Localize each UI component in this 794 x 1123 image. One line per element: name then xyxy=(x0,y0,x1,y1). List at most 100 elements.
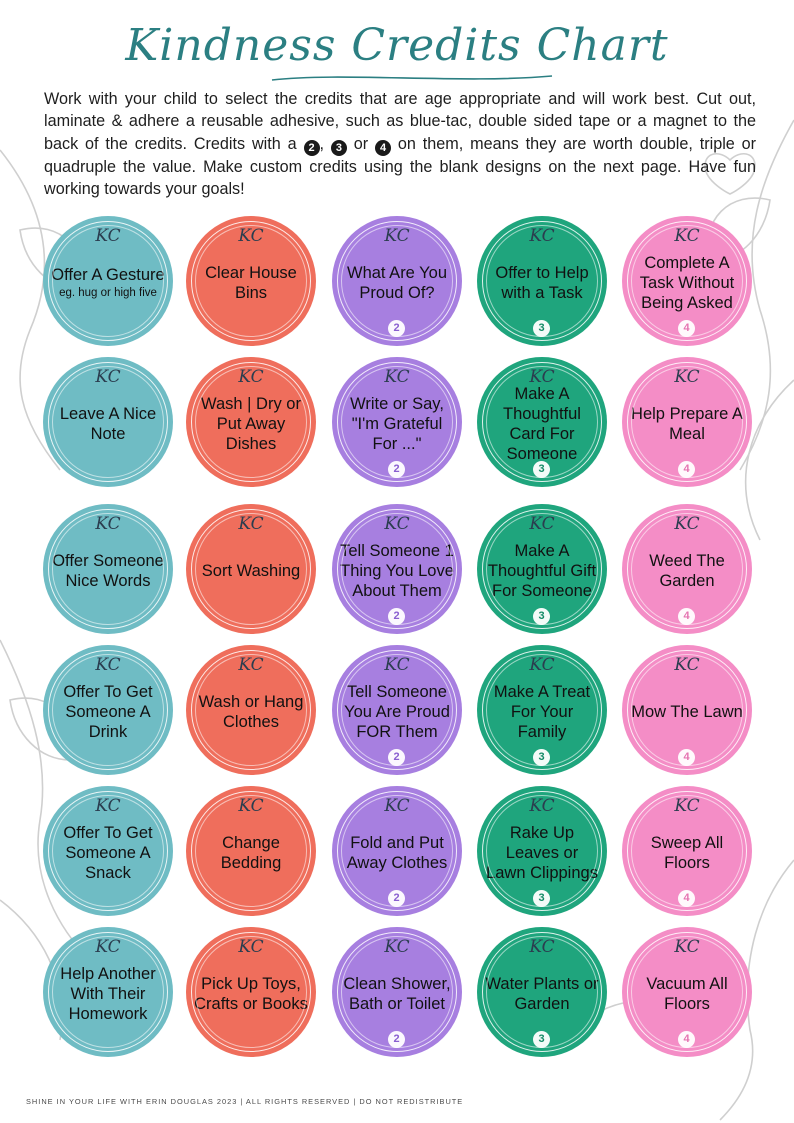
credit-text: Weed The Garden xyxy=(649,552,725,590)
credit-label: Offer To Get Someone A Snack xyxy=(51,814,165,892)
credit-value-badge: 3 xyxy=(533,749,550,766)
credit-text: Help Another With Their Homework xyxy=(60,965,156,1023)
intro-separator: , xyxy=(319,134,325,153)
credit-text: Rake Up Leaves or Lawn Clippings xyxy=(486,824,598,882)
credit-circle: KC What Are You Proud Of? 2 xyxy=(332,216,462,346)
kc-mark: KC xyxy=(238,367,264,387)
credit-text: Water Plants or Garden xyxy=(485,975,599,1013)
credit-text: Tell Someone 1 Thing You Love About Them xyxy=(340,542,454,600)
credit-text: Fold and Put Away Clothes xyxy=(346,834,448,872)
credit-text: Help Prepare A Meal xyxy=(631,405,743,443)
credit-circle: KC Help Prepare A Meal 4 xyxy=(622,357,752,487)
kc-mark: KC xyxy=(529,655,555,675)
kc-mark: KC xyxy=(238,514,264,534)
credit-circle: KC Rake Up Leaves or Lawn Clippings 3 xyxy=(477,786,607,916)
kc-mark: KC xyxy=(529,514,555,534)
kc-mark: KC xyxy=(384,514,410,534)
kc-mark: KC xyxy=(529,796,555,816)
credit-circle: KC Water Plants or Garden 3 xyxy=(477,927,607,1057)
credit-circle: KC Weed The Garden 4 xyxy=(622,504,752,634)
kc-mark: KC xyxy=(238,226,264,246)
credit-text: Clear House Bins xyxy=(205,264,297,302)
credit-value-badge: 4 xyxy=(678,749,695,766)
credit-label: Help Prepare A Meal xyxy=(630,385,744,463)
kc-mark: KC xyxy=(238,937,264,957)
credit-label: Offer To Get Someone A Drink xyxy=(51,673,165,751)
kc-mark: KC xyxy=(95,937,121,957)
kc-mark: KC xyxy=(674,514,700,534)
badge-double: 2 xyxy=(303,139,320,156)
credit-text: Change Bedding xyxy=(220,834,282,872)
credit-text: Sort Washing xyxy=(201,562,301,580)
credit-label: Help Another With Their Homework xyxy=(51,955,165,1033)
credit-label: Mow The Lawn xyxy=(630,673,744,751)
kc-mark: KC xyxy=(674,937,700,957)
credit-value-badge: 4 xyxy=(678,320,695,337)
credit-text: Make A Thoughtful Gift For Someone xyxy=(487,542,597,600)
credit-label: What Are You Proud Of? xyxy=(340,244,454,322)
credit-label: Wash | Dry or Put Away Dishes xyxy=(194,385,308,463)
title-flourish xyxy=(271,75,553,81)
credit-value-badge: 2 xyxy=(388,1031,405,1048)
credit-label: Weed The Garden xyxy=(630,532,744,610)
intro-text: Work with your child to select the credi… xyxy=(44,90,756,153)
credit-label: Tell Someone 1 Thing You Love About Them xyxy=(340,532,454,610)
credit-circle: KC Mow The Lawn 4 xyxy=(622,645,752,775)
credit-value-badge: 3 xyxy=(533,320,550,337)
credit-text: Sweep All Floors xyxy=(650,834,724,872)
credit-label: Tell Someone You Are Proud FOR Them xyxy=(340,673,454,751)
kc-mark: KC xyxy=(674,226,700,246)
credit-label: Pick Up Toys, Crafts or Books xyxy=(194,955,308,1033)
credit-circle: KC Leave A Nice Note xyxy=(43,357,173,487)
credit-circle: KC Tell Someone 1 Thing You Love About Th… xyxy=(332,504,462,634)
credit-circle: KC Tell Someone You Are Proud FOR Them 2 xyxy=(332,645,462,775)
credit-label: Offer to Help with a Task xyxy=(485,244,599,322)
credit-text: Vacuum All Floors xyxy=(646,975,728,1013)
credit-circle: KC Offer to Help with a Task 3 xyxy=(477,216,607,346)
credit-text: Wash or Hang Clothes xyxy=(198,693,304,731)
credit-circle: KC Pick Up Toys, Crafts or Books xyxy=(186,927,316,1057)
credit-label: Complete A Task Without Being Asked xyxy=(630,244,744,322)
kc-mark: KC xyxy=(384,655,410,675)
credit-value-badge: 2 xyxy=(388,749,405,766)
credit-value-badge: 3 xyxy=(533,461,550,478)
credit-label: Write or Say, "I'm Grateful For ..." xyxy=(340,385,454,463)
kc-mark: KC xyxy=(384,367,410,387)
credit-circle: KC Help Another With Their Homework xyxy=(43,927,173,1057)
credit-subtext: eg. hug or high five xyxy=(59,287,157,299)
credit-circle: KC Wash | Dry or Put Away Dishes xyxy=(186,357,316,487)
credit-value-badge: 2 xyxy=(388,320,405,337)
credit-circle: KC Offer Someone Nice Words xyxy=(43,504,173,634)
credit-circle: KC Make A Thoughtful Card For Someone 3 xyxy=(477,357,607,487)
credit-circle: KC Change Bedding xyxy=(186,786,316,916)
credit-text: Complete A Task Without Being Asked xyxy=(639,254,735,312)
kc-mark: KC xyxy=(95,367,121,387)
kc-mark: KC xyxy=(674,796,700,816)
kc-mark: KC xyxy=(95,655,121,675)
credit-text: Offer Someone Nice Words xyxy=(52,552,164,590)
footer-copyright: SHINE IN YOUR LIFE WITH ERIN DOUGLAS 202… xyxy=(26,1097,464,1106)
credit-value-badge: 3 xyxy=(533,890,550,907)
credit-value-badge: 4 xyxy=(678,1031,695,1048)
credit-label: Change Bedding xyxy=(194,814,308,892)
credit-label: Water Plants or Garden xyxy=(485,955,599,1033)
credit-label: Fold and Put Away Clothes xyxy=(340,814,454,892)
credit-label: Make A Thoughtful Gift For Someone xyxy=(485,532,599,610)
credit-value-badge: 3 xyxy=(533,1031,550,1048)
intro-paragraph: Work with your child to select the credi… xyxy=(44,88,756,201)
credit-value-badge: 3 xyxy=(533,608,550,625)
credit-label: Clean Shower, Bath or Toilet xyxy=(340,955,454,1033)
credit-circle: KC Complete A Task Without Being Asked 4 xyxy=(622,216,752,346)
badge-quadruple: 4 xyxy=(375,139,392,156)
credit-label: Sort Washing xyxy=(194,532,308,610)
credit-circle: KC Fold and Put Away Clothes 2 xyxy=(332,786,462,916)
credit-label: Leave A Nice Note xyxy=(51,385,165,463)
credit-text: Clean Shower, Bath or Toilet xyxy=(343,975,451,1013)
credit-circle: KC Clear House Bins xyxy=(186,216,316,346)
credit-value-badge: 2 xyxy=(388,890,405,907)
credit-label: Clear House Bins xyxy=(194,244,308,322)
credit-value-badge: 4 xyxy=(678,890,695,907)
credit-text: Make A Treat For Your Family xyxy=(493,683,591,741)
credit-circle: KC Write or Say, "I'm Grateful For ..." 2 xyxy=(332,357,462,487)
